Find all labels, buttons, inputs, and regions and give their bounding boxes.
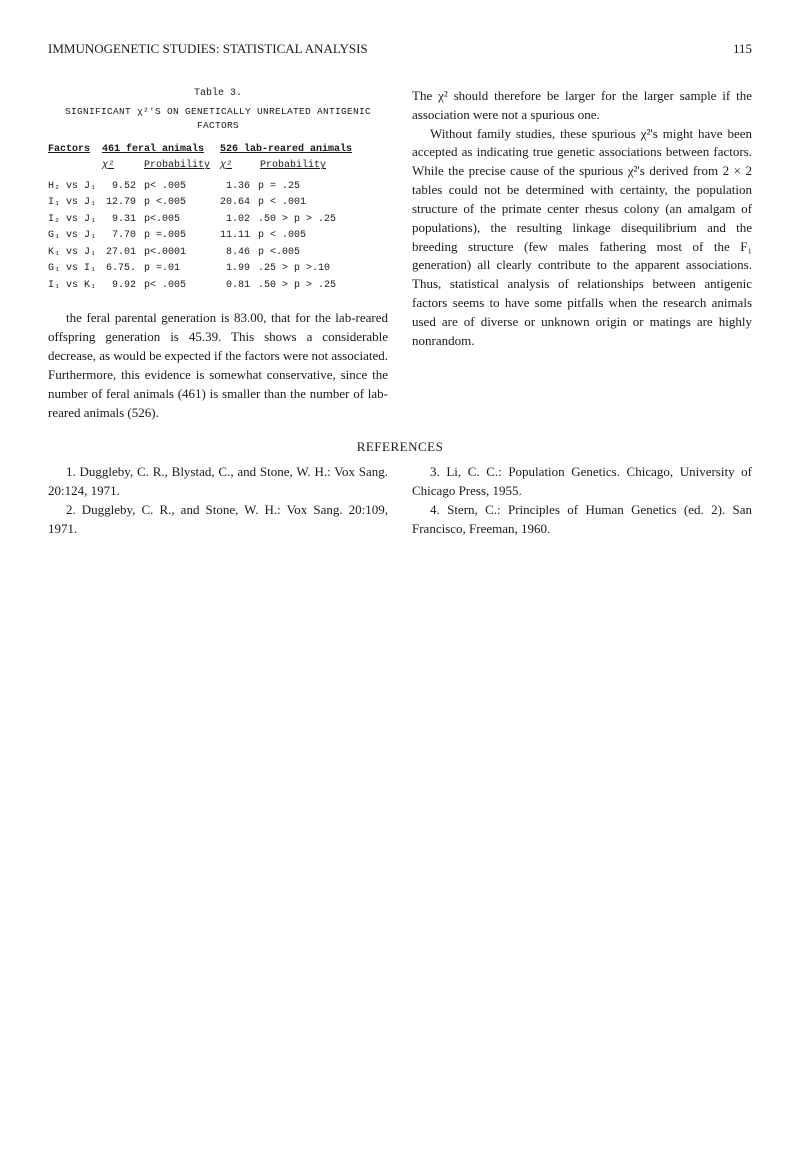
table-row: G₁ vs I₁6.75.p =.011.99.25 > p >.10 [48, 262, 388, 277]
references-columns: 1. Duggleby, C. R., Blystad, C., and Sto… [48, 463, 752, 538]
table-row: H₂ vs J₁9.52p< .0051.36p = .25 [48, 180, 388, 195]
sub-chi2: χ² [220, 159, 260, 174]
header-title: IMMUNOGENETIC STUDIES: STATISTICAL ANALY… [48, 40, 368, 59]
table-body: H₂ vs J₁9.52p< .0051.36p = .25I₁ vs J₁12… [48, 180, 388, 294]
left-paragraph: the feral parental generation is 83.00, … [48, 309, 388, 422]
table-row: I₂ vs J₁9.31p<.0051.02.50 > p > .25 [48, 213, 388, 228]
refs-left: 1. Duggleby, C. R., Blystad, C., and Sto… [48, 463, 388, 538]
table-row: K₁ vs J₁27.01p<.00018.46p <.005 [48, 246, 388, 261]
table-row: I₁ vs J₁12.79p <.00520.64p < .001 [48, 196, 388, 211]
right-para-1: The χ² should therefore be larger for th… [412, 87, 752, 125]
table-row: G₁ vs J₁7.70p =.00511.11p < .005 [48, 229, 388, 244]
refs-right: 3. Li, C. C.: Population Genetics. Chica… [412, 463, 752, 538]
ref-item: 4. Stern, C.: Principles of Human Geneti… [412, 501, 752, 539]
table-subtitle: SIGNIFICANT χ²'S ON GENETICALLY UNRELATE… [48, 105, 388, 133]
right-column: The χ² should therefore be larger for th… [412, 87, 752, 423]
main-columns: Table 3. SIGNIFICANT χ²'S ON GENETICALLY… [48, 87, 752, 423]
references-title: REFERENCES [48, 438, 752, 457]
hdr-factors: Factors [48, 143, 102, 158]
right-para-2: Without family studies, these spurious χ… [412, 125, 752, 351]
sub-prob2: Probability [260, 159, 388, 174]
page-header: IMMUNOGENETIC STUDIES: STATISTICAL ANALY… [48, 40, 752, 59]
page-number: 115 [733, 40, 752, 59]
table-3: Table 3. SIGNIFICANT χ²'S ON GENETICALLY… [48, 87, 388, 294]
ref-item: 3. Li, C. C.: Population Genetics. Chica… [412, 463, 752, 501]
table-main-headers: Factors 461 feral animals 526 lab-reared… [48, 143, 388, 158]
table-sub-headers: χ² Probability χ² Probability [48, 159, 388, 174]
ref-item: 2. Duggleby, C. R., and Stone, W. H.: Vo… [48, 501, 388, 539]
ref-item: 1. Duggleby, C. R., Blystad, C., and Sto… [48, 463, 388, 501]
hdr-lab: 526 lab-reared animals [220, 143, 388, 158]
table-title: Table 3. [48, 87, 388, 102]
sub-chi1: χ² [102, 159, 144, 174]
sub-prob1: Probability [144, 159, 220, 174]
hdr-feral: 461 feral animals [102, 143, 220, 158]
left-column: Table 3. SIGNIFICANT χ²'S ON GENETICALLY… [48, 87, 388, 423]
table-row: I₁ vs K₁9.92p< .0050.81.50 > p > .25 [48, 279, 388, 294]
